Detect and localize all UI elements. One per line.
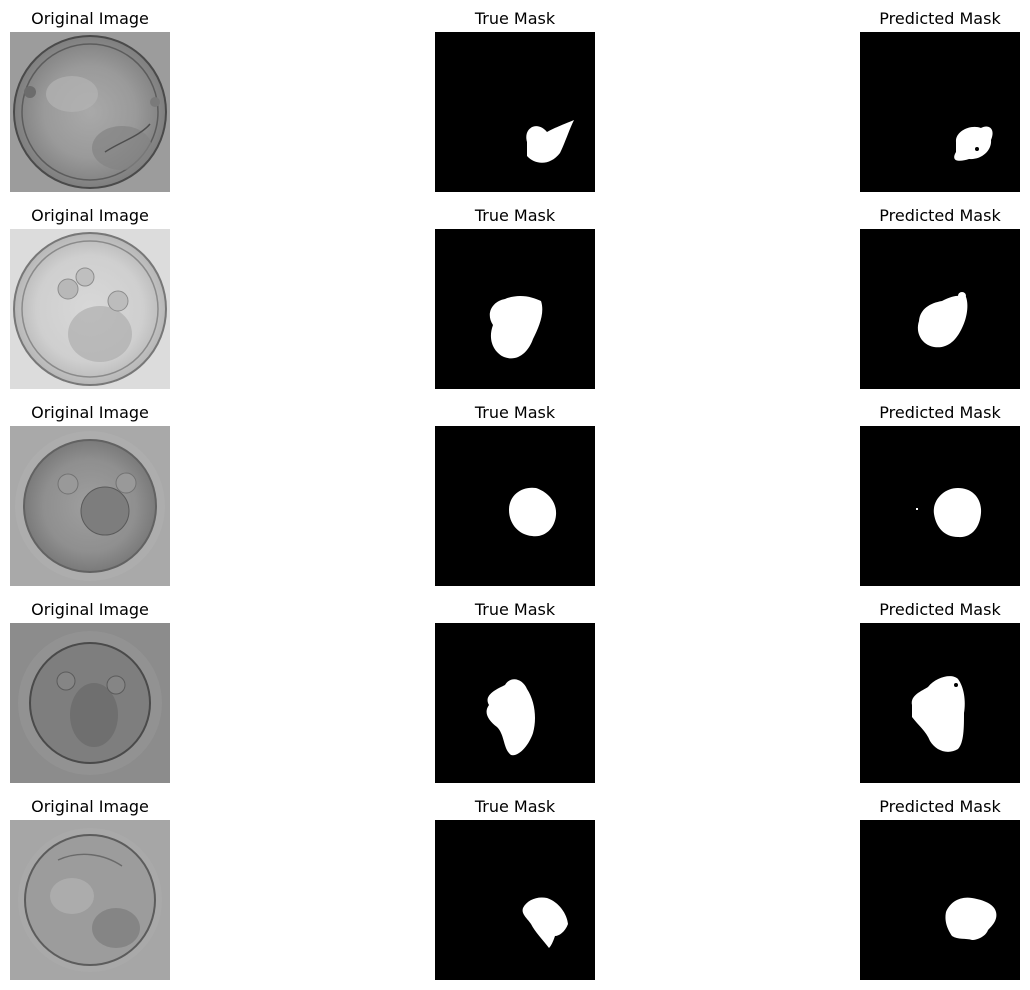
panel-title: Predicted Mask (879, 206, 1001, 225)
predicted-mask-image (860, 426, 1020, 586)
original-image (10, 426, 170, 586)
panel-title: True Mask (474, 600, 556, 619)
predicted-mask-image (860, 229, 1020, 389)
row-5-true-mask-panel: True Mask (425, 796, 605, 981)
panel-title: Original Image (31, 206, 149, 225)
panel-title: Predicted Mask (879, 9, 1001, 28)
row-4-predicted-mask-panel: Predicted Mask (850, 599, 1030, 784)
panel-title: Original Image (31, 797, 149, 816)
panel-title: True Mask (474, 797, 556, 816)
true-mask-image (435, 623, 595, 783)
panel-title: Original Image (31, 403, 149, 422)
original-image (10, 229, 170, 389)
row-4-true-mask-panel: True Mask (425, 599, 605, 784)
row-2-original-panel: Original Image (0, 205, 180, 390)
true-mask-image (435, 426, 595, 586)
panel-title: Original Image (31, 600, 149, 619)
row-4-original-panel: Original Image (0, 599, 180, 784)
panel-title: True Mask (474, 403, 556, 422)
row-5-predicted-mask-panel: Predicted Mask (850, 796, 1030, 981)
row-1-predicted-mask-panel: Predicted Mask (850, 8, 1030, 193)
row-2-true-mask-panel: True Mask (425, 205, 605, 390)
panel-title: Original Image (31, 9, 149, 28)
row-3-predicted-mask-panel: Predicted Mask (850, 402, 1030, 587)
panel-title: Predicted Mask (879, 403, 1001, 422)
row-5-original-panel: Original Image (0, 796, 180, 981)
true-mask-image (435, 32, 595, 192)
original-image (10, 32, 170, 192)
panel-title: True Mask (474, 206, 556, 225)
row-1-original-panel: Original Image (0, 8, 180, 193)
original-image (10, 820, 170, 980)
row-3-original-panel: Original Image (0, 402, 180, 587)
panel-title: Predicted Mask (879, 797, 1001, 816)
true-mask-image (435, 820, 595, 980)
row-2-predicted-mask-panel: Predicted Mask (850, 205, 1030, 390)
predicted-mask-image (860, 623, 1020, 783)
predicted-mask-image (860, 820, 1020, 980)
true-mask-image (435, 229, 595, 389)
panel-title: True Mask (474, 9, 556, 28)
original-image (10, 623, 170, 783)
predicted-mask-image (860, 32, 1020, 192)
row-3-true-mask-panel: True Mask (425, 402, 605, 587)
row-1-true-mask-panel: True Mask (425, 8, 605, 193)
panel-title: Predicted Mask (879, 600, 1001, 619)
